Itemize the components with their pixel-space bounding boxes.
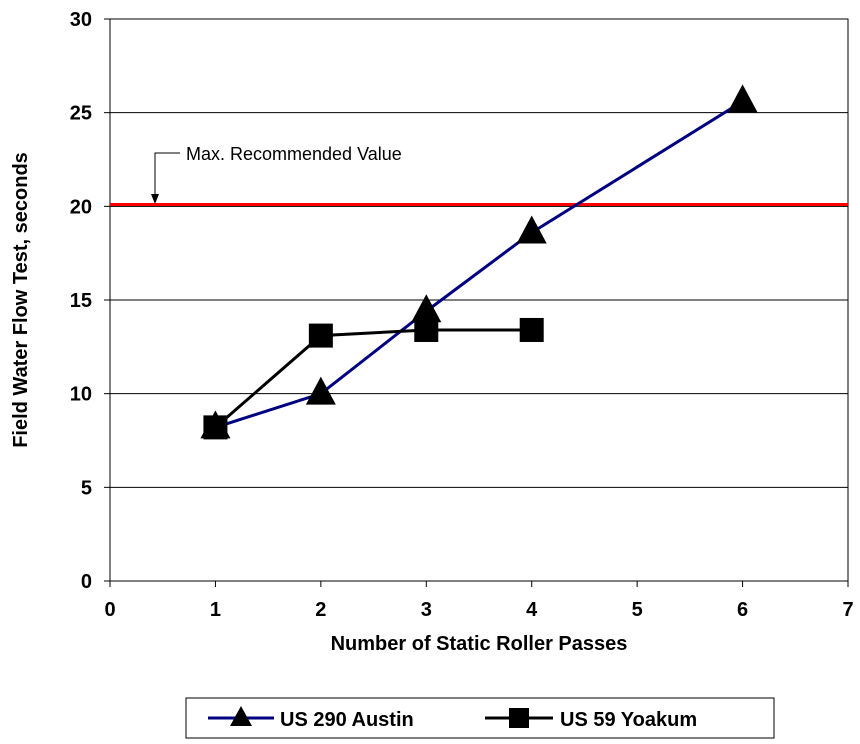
legend: US 290 Austin US 59 Yoakum (185, 697, 775, 739)
legend-triangle-marker (230, 706, 252, 726)
y-tick-label: 20 (70, 196, 92, 218)
annotation-arrow (151, 194, 159, 204)
x-tick-label: 2 (315, 599, 326, 621)
y-tick-label: 25 (70, 103, 92, 125)
plot-area: 0 5 10 15 20 25 30 0 1 2 3 4 5 6 7 Max. Recommended V… (70, 9, 854, 621)
data-point-square (203, 415, 228, 440)
legend-label-us-59: US 59 Yoakum (560, 709, 697, 731)
data-point-triangle (516, 215, 547, 244)
x-tick-label: 3 (421, 599, 432, 621)
x-tick-label: 4 (526, 599, 538, 621)
data-point-triangle (411, 294, 442, 323)
y-tick-label: 10 (70, 384, 92, 406)
data-point-triangle (305, 376, 336, 405)
series-line-1 (214, 328, 532, 429)
x-tick-label: 5 (632, 599, 643, 621)
x-tick-label: 1 (210, 599, 221, 621)
y-tick-label: 5 (81, 477, 92, 499)
reference-line-label: Max. Recommended Value (186, 144, 402, 164)
x-tick-label: 7 (842, 599, 853, 621)
legend-box (185, 697, 775, 739)
data-point-square (308, 323, 333, 348)
x-axis-title: Number of Static Roller Passes (331, 633, 628, 655)
y-tick-labels: 0 5 10 15 20 25 30 (70, 9, 92, 593)
y-axis-title: Field Water Flow Test, seconds (10, 152, 32, 448)
data-point-square (519, 317, 544, 342)
x-tick-labels: 0 1 2 3 4 5 6 7 (104, 599, 853, 621)
reference-line-group: Max. Recommended Value (110, 144, 848, 206)
annotation-leader (154, 152, 180, 166)
data-point-triangle (727, 84, 758, 113)
y-tick-label: 0 (81, 571, 92, 593)
x-tick-label: 6 (737, 599, 748, 621)
data-point-square (414, 317, 439, 342)
x-tick-label: 0 (104, 599, 115, 621)
legend-label-us-290: US 290 Austin (280, 709, 414, 731)
y-tick-label: 30 (70, 9, 92, 31)
y-tick-label: 15 (70, 290, 92, 312)
series-layer (200, 84, 758, 440)
legend-square-marker (509, 708, 529, 728)
axes (104, 18, 849, 587)
